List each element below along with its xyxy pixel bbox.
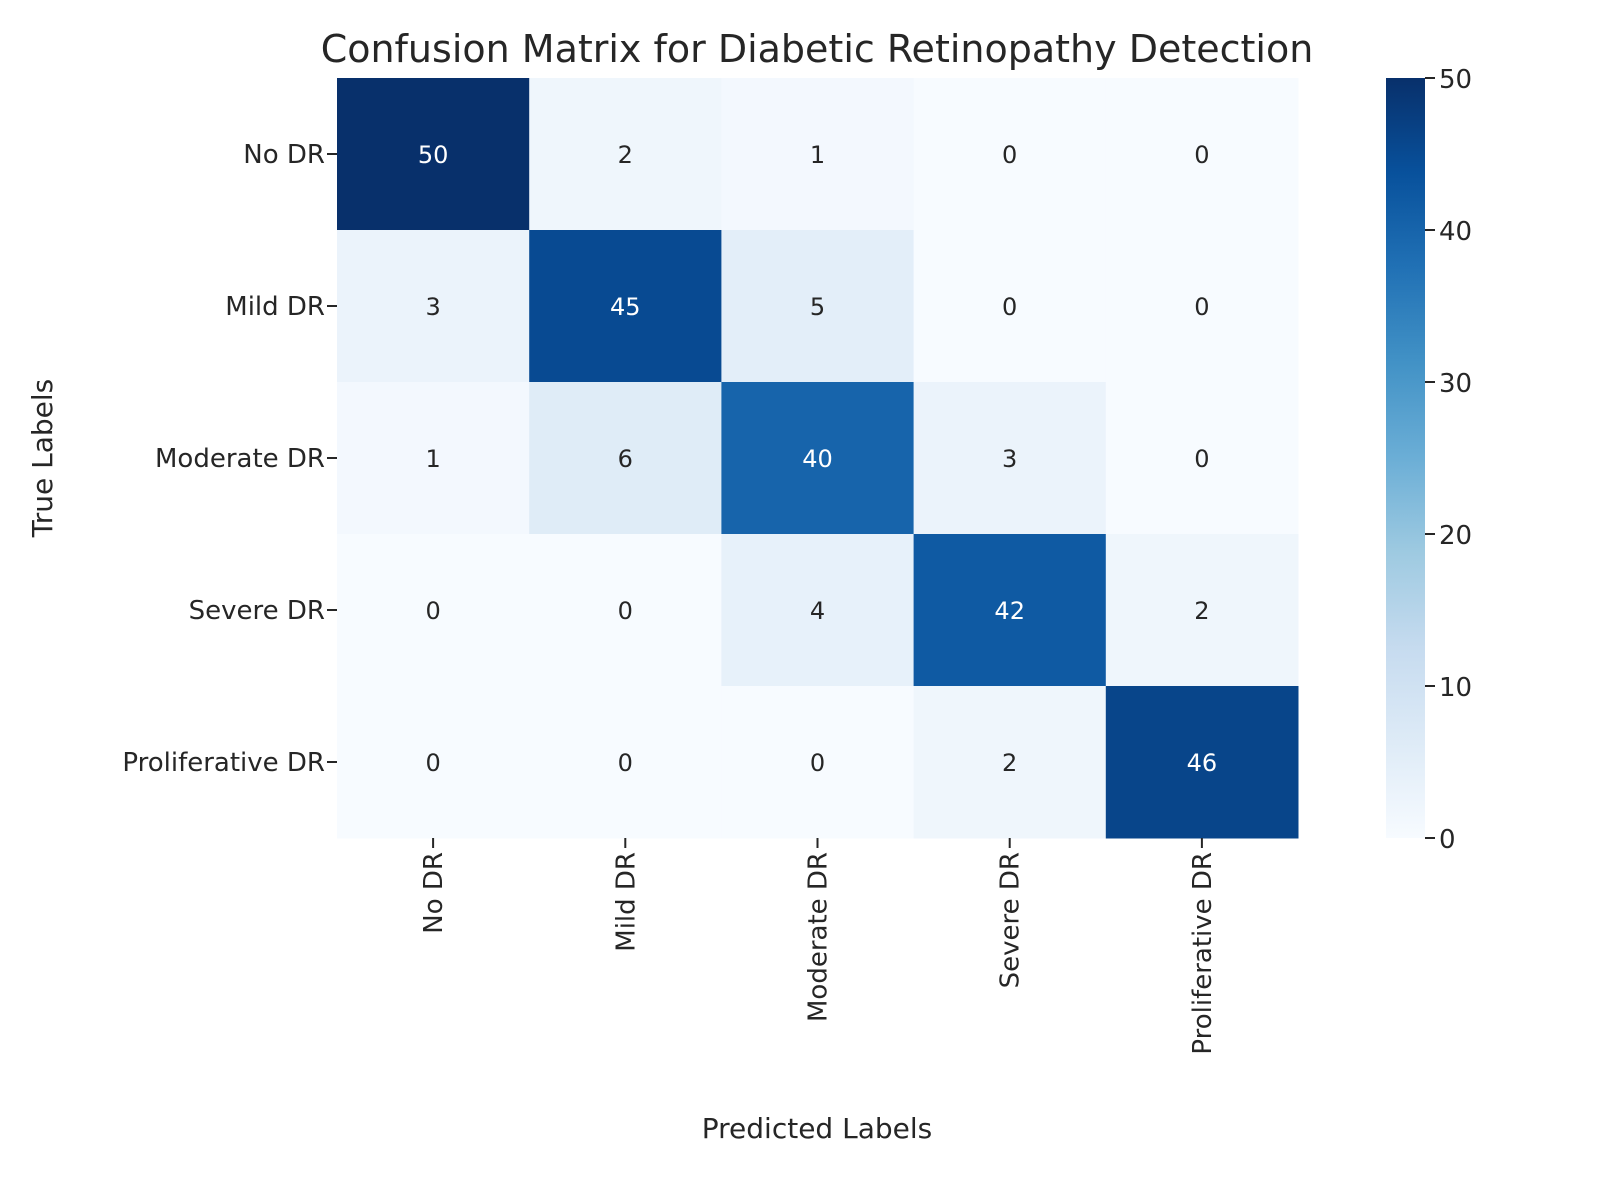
y-tick-label: Proliferative DR bbox=[122, 748, 325, 778]
heatmap-cell bbox=[1105, 534, 1299, 687]
heatmap-cell bbox=[529, 382, 722, 535]
cell-value-label: 45 bbox=[610, 293, 641, 321]
heatmap-cell bbox=[721, 534, 915, 687]
y-tick-label: Severe DR bbox=[189, 596, 325, 626]
cell-value-label: 6 bbox=[618, 445, 633, 473]
cell-value-label: 5 bbox=[810, 293, 825, 321]
heatmap-cell bbox=[1105, 686, 1299, 839]
heatmap-cell bbox=[529, 534, 722, 687]
cell-value-label: 40 bbox=[802, 445, 833, 473]
heatmap-cell bbox=[337, 534, 530, 687]
heatmap-cell bbox=[913, 686, 1107, 839]
heatmap-cell bbox=[337, 382, 530, 535]
heatmap-cell bbox=[337, 78, 530, 231]
cell-value-label: 0 bbox=[425, 597, 440, 625]
x-tick-label: Mild DR bbox=[611, 852, 641, 952]
cell-value-label: 0 bbox=[618, 597, 633, 625]
heatmap-cell bbox=[913, 78, 1107, 231]
y-axis-label: True Labels bbox=[26, 379, 59, 539]
colorbar-tick-label: 10 bbox=[1439, 673, 1472, 703]
cell-value-label: 0 bbox=[1194, 293, 1209, 321]
cell-value-label: 0 bbox=[1194, 141, 1209, 169]
x-axis-label: Predicted Labels bbox=[702, 1112, 932, 1145]
cell-value-label: 0 bbox=[810, 749, 825, 777]
cell-value-label: 0 bbox=[425, 749, 440, 777]
cell-value-label: 0 bbox=[618, 749, 633, 777]
heatmap-cell bbox=[913, 230, 1107, 383]
colorbar-tick-label: 40 bbox=[1439, 217, 1472, 247]
heatmap-cell bbox=[337, 686, 530, 839]
heatmap-cell bbox=[721, 382, 915, 535]
heatmap-cell bbox=[529, 686, 722, 839]
cell-value-label: 3 bbox=[425, 293, 440, 321]
colorbar-tick-label: 0 bbox=[1439, 825, 1456, 855]
x-tick-label: No DR bbox=[419, 852, 449, 934]
cell-value-label: 1 bbox=[425, 445, 440, 473]
cell-value-label: 0 bbox=[1194, 445, 1209, 473]
colorbar-tick-label: 30 bbox=[1439, 369, 1472, 399]
y-axis-ticks: No DR Mild DR Moderate DR Severe DR Prolifer… bbox=[122, 140, 337, 778]
heatmap-cell bbox=[1105, 382, 1299, 535]
cell-value-label: 3 bbox=[1002, 445, 1017, 473]
colorbar bbox=[1386, 78, 1425, 838]
heatmap-cell bbox=[913, 382, 1107, 535]
chart-title: Confusion Matrix for Diabetic Retinopath… bbox=[321, 27, 1314, 71]
y-tick-label: Moderate DR bbox=[155, 444, 325, 474]
colorbar-ticks: 0 10 20 30 40 50 bbox=[1425, 65, 1472, 855]
cell-value-label: 0 bbox=[1002, 293, 1017, 321]
x-axis-ticks: No DR Mild DR Moderate DR Severe DR Prolifer… bbox=[419, 838, 1218, 1055]
cell-value-label: 50 bbox=[418, 141, 449, 169]
heatmap-cell bbox=[529, 78, 722, 231]
cell-value-label: 2 bbox=[1194, 597, 1209, 625]
cell-value-label: 2 bbox=[618, 141, 633, 169]
heatmap-cell bbox=[529, 230, 722, 383]
heatmap-cell bbox=[1105, 78, 1299, 231]
colorbar-tick-label: 20 bbox=[1439, 521, 1472, 551]
x-tick-label: Severe DR bbox=[996, 852, 1026, 988]
cell-value-label: 0 bbox=[1002, 141, 1017, 169]
x-tick-label: Proliferative DR bbox=[1188, 852, 1218, 1055]
y-tick-label: No DR bbox=[243, 140, 325, 170]
cell-value-label: 42 bbox=[994, 597, 1025, 625]
cell-value-label: 46 bbox=[1187, 749, 1218, 777]
cell-value-label: 2 bbox=[1002, 749, 1017, 777]
y-tick-label: Mild DR bbox=[225, 292, 325, 322]
heatmap-cell bbox=[721, 686, 915, 839]
heatmap-cell bbox=[1105, 230, 1299, 383]
heatmap-cell bbox=[337, 230, 530, 383]
cell-value-label: 4 bbox=[810, 597, 825, 625]
heatmap-cells: 50 2 1 0 03 45 5 0 01 6 40 3 00 0 4 42 20 0 0 2 46 bbox=[337, 78, 1299, 839]
heatmap-cell bbox=[721, 230, 915, 383]
x-tick-label: Moderate DR bbox=[804, 852, 834, 1022]
colorbar-tick-label: 50 bbox=[1439, 65, 1472, 95]
heatmap-cell bbox=[913, 534, 1107, 687]
cell-value-label: 1 bbox=[810, 141, 825, 169]
heatmap-cell bbox=[721, 78, 915, 231]
